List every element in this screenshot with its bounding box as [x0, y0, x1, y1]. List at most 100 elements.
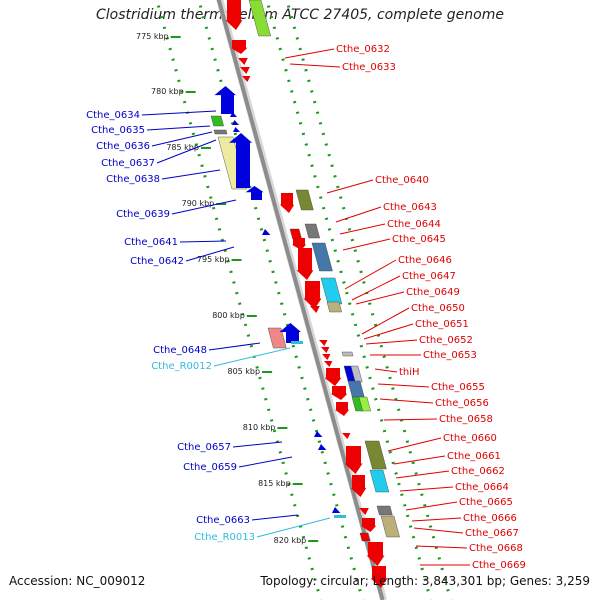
- gene-label-left: Cthe_0642: [130, 256, 184, 267]
- label-leader: [379, 398, 434, 404]
- label-leader: [146, 125, 211, 131]
- gene-box: [369, 469, 390, 493]
- label-leader: [395, 470, 450, 479]
- gene-label-left: Cthe_R0013: [194, 532, 255, 543]
- label-leader: [171, 199, 237, 215]
- gene-label-right: Cthe_0643: [383, 202, 437, 213]
- gene-box: [341, 351, 354, 357]
- forward-gene-arrow: [334, 402, 350, 416]
- label-leader: [342, 238, 391, 251]
- forward-gene-arrow: [330, 386, 348, 400]
- forward-gene-arrow: [230, 40, 248, 54]
- forward-gene-arrow: [324, 361, 333, 367]
- tick-label: 785 kbp: [166, 143, 199, 152]
- forward-gene-arrow: [322, 354, 331, 360]
- label-leader: [289, 63, 341, 68]
- gene-label-right: Cthe_0632: [336, 44, 390, 55]
- forward-gene-arrow: [350, 475, 367, 497]
- gene-label-left: Cthe_0636: [96, 141, 150, 152]
- forward-gene-arrow: [291, 238, 307, 250]
- gene-box: [311, 242, 333, 272]
- gene-label-left: Cthe_R0012: [151, 361, 212, 372]
- gene-box: [267, 327, 287, 349]
- gene-label-right: Cthe_0665: [459, 497, 513, 508]
- gene-label-right: Cthe_0655: [431, 382, 485, 393]
- reverse-gene-arrow: [229, 133, 253, 188]
- label-leader: [413, 527, 464, 534]
- gene-label-left: Cthe_0635: [91, 125, 145, 136]
- gene-label-right: thiH: [399, 367, 420, 378]
- rna-gene: [334, 515, 346, 518]
- gene-label-right: Cthe_0656: [435, 398, 489, 409]
- gene-label-right: Cthe_0650: [411, 303, 465, 314]
- gene-label-left: Cthe_0663: [196, 515, 250, 526]
- forward-gene-arrow: [344, 446, 363, 474]
- label-leader: [238, 456, 293, 468]
- label-leader: [374, 368, 398, 373]
- gene-label-right: Cthe_0668: [469, 543, 523, 554]
- forward-gene-arrow: [319, 340, 328, 346]
- forward-gene-arrow: [359, 508, 369, 515]
- forward-gene-arrow: [324, 368, 342, 386]
- tick-label: 820 kbp: [274, 536, 307, 545]
- gene-label-right: Cthe_0647: [402, 271, 456, 282]
- label-leader: [185, 246, 235, 262]
- label-leader: [415, 545, 468, 549]
- label-leader: [326, 179, 374, 194]
- gene-box: [380, 515, 400, 538]
- rna-gene: [291, 341, 303, 344]
- label-leader: [156, 139, 217, 164]
- gene-label-right: Cthe_0661: [447, 451, 501, 462]
- gene-label-right: Cthe_0666: [463, 513, 517, 524]
- gene-label-right: Cthe_0664: [455, 482, 509, 493]
- gene-label-right: Cthe_0646: [398, 255, 452, 266]
- gene-box: [359, 532, 371, 542]
- reverse-gene-arrow: [232, 120, 239, 125]
- tick-label: 795 kbp: [197, 255, 230, 264]
- label-leader: [256, 517, 331, 538]
- label-leader: [251, 514, 299, 521]
- gene-label-right: Cthe_0662: [451, 466, 505, 477]
- label-leader: [365, 339, 418, 345]
- gene-label-right: Cthe_0640: [375, 175, 429, 186]
- label-leader: [284, 48, 335, 59]
- gene-label-left: Cthe_0641: [124, 237, 178, 248]
- forward-gene-arrow: [342, 433, 351, 439]
- reverse-gene-arrow: [233, 127, 240, 132]
- reverse-gene-arrow: [214, 86, 236, 114]
- label-leader: [387, 437, 442, 452]
- gene-label-right: Cthe_0653: [423, 350, 477, 361]
- tick-label: 805 kbp: [227, 367, 260, 376]
- gene-label-left: Cthe_0648: [153, 345, 207, 356]
- label-leader: [339, 223, 386, 235]
- reverse-gene-arrow: [318, 444, 327, 450]
- gene-box: [320, 277, 343, 305]
- reverse-gene-arrow: [262, 229, 271, 235]
- label-leader: [411, 517, 462, 522]
- backbone-line: [216, 0, 385, 600]
- gene-box: [376, 505, 393, 516]
- gene-label-right: Cthe_0667: [465, 528, 519, 539]
- gene-box: [295, 189, 314, 211]
- forward-gene-arrow: [321, 347, 330, 353]
- label-leader: [363, 323, 414, 340]
- tick-label: 775 kbp: [136, 32, 169, 41]
- label-leader: [232, 441, 283, 448]
- tick-label: 800 kbp: [212, 311, 245, 320]
- forward-gene-arrow: [279, 193, 295, 213]
- gene-box: [364, 440, 387, 470]
- label-leader: [344, 259, 397, 290]
- forward-gene-arrow: [310, 306, 320, 313]
- label-leader: [355, 291, 405, 305]
- forward-gene-arrow: [242, 76, 251, 82]
- forward-gene-arrow: [303, 281, 322, 309]
- label-leader: [208, 342, 261, 351]
- label-leader: [179, 240, 227, 243]
- label-leader: [399, 486, 454, 492]
- forward-gene-arrow: [240, 67, 250, 74]
- tick-label: 790 kbp: [182, 199, 215, 208]
- label-leader: [335, 206, 382, 223]
- tick-label: 815 kbp: [258, 479, 291, 488]
- gene-label-right: Cthe_0651: [415, 319, 469, 330]
- gene-label-right: Cthe_0645: [392, 234, 446, 245]
